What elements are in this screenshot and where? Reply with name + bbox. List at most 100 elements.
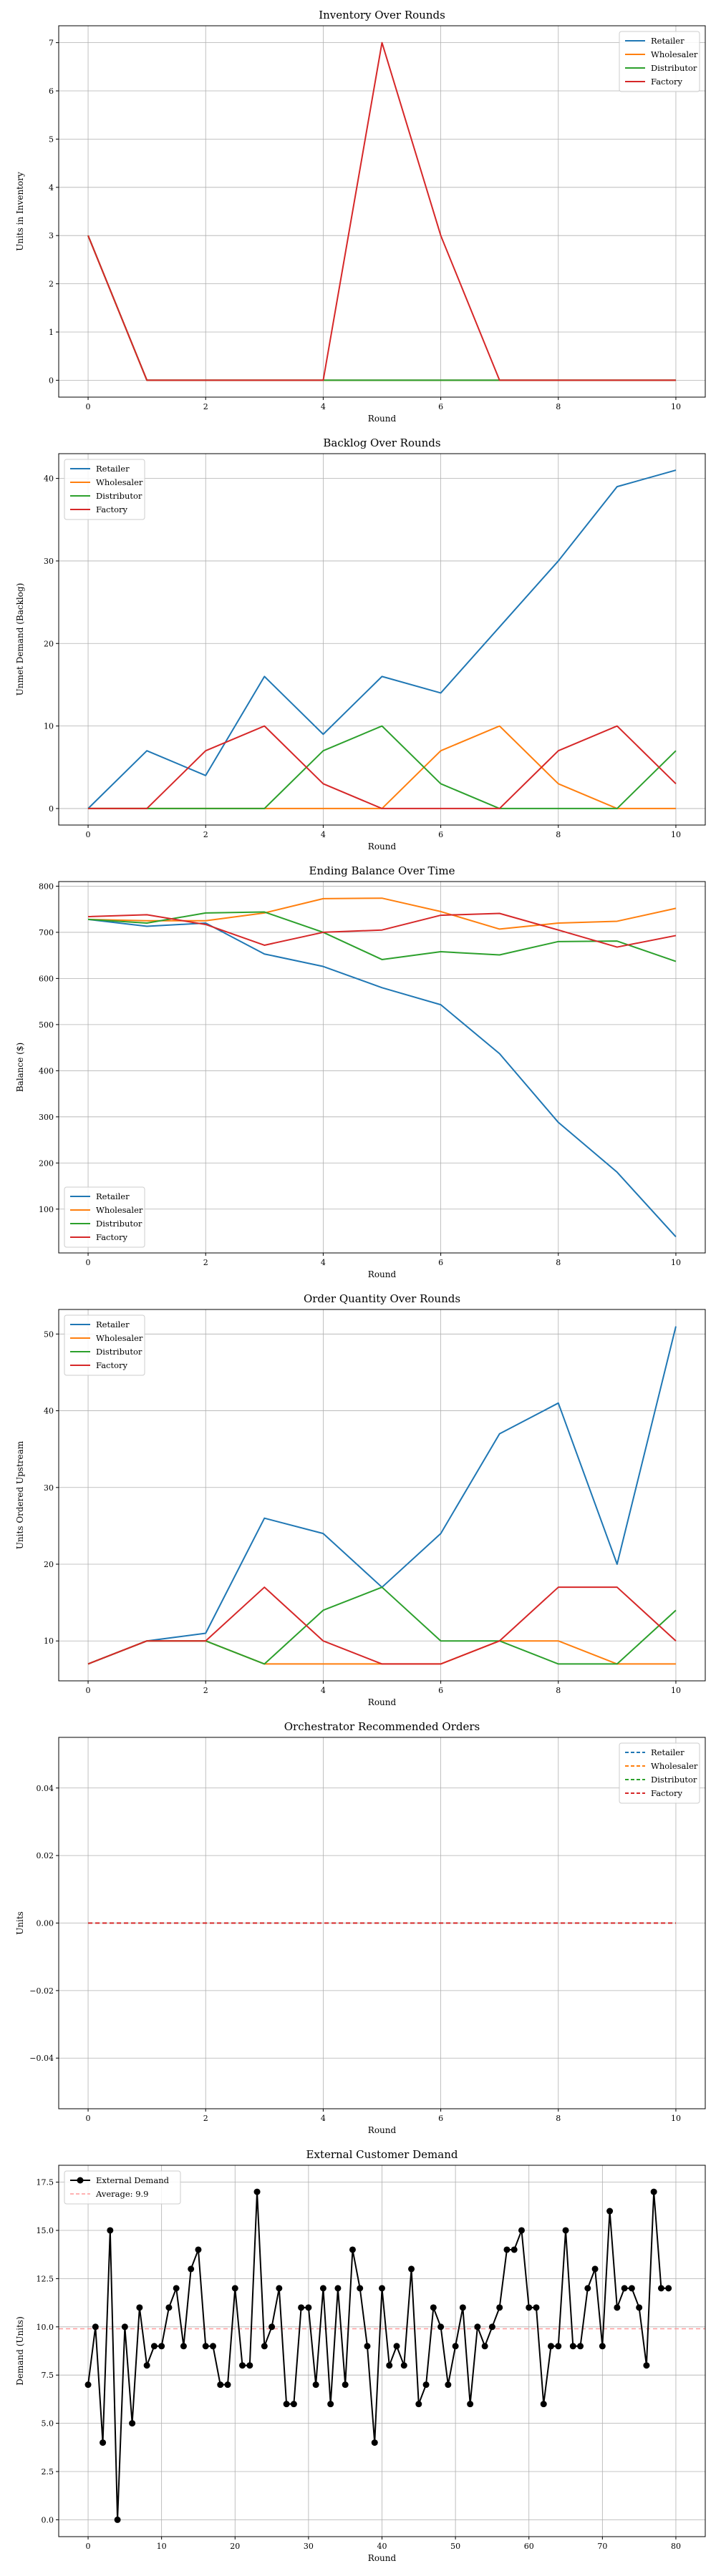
data-point xyxy=(606,2207,614,2215)
chart-5: 0 2 4 6 8 10 −0.04 −0.02 0.00 0.02 0.04 Orchestrato… xyxy=(15,1720,706,2135)
x-tick-label: 10 xyxy=(671,1258,681,1267)
x-tick-label: 4 xyxy=(321,1686,326,1695)
data-point xyxy=(268,2323,276,2331)
y-axis-label: Units in Inventory xyxy=(15,172,25,251)
y-tick-label: 500 xyxy=(39,1020,54,1030)
data-point xyxy=(217,2381,224,2389)
series-line-retailer xyxy=(87,469,677,809)
y-tick-label: −0.04 xyxy=(29,2054,54,2063)
data-point xyxy=(180,2343,187,2350)
y-tick-label: 5 xyxy=(49,135,54,144)
y-tick-label: 0.00 xyxy=(37,1919,54,1928)
x-tick-label: 6 xyxy=(438,830,443,839)
data-point xyxy=(136,2304,143,2311)
data-point xyxy=(511,2246,518,2253)
series-line-distributor xyxy=(87,911,677,962)
x-tick-label: 0 xyxy=(86,2114,91,2123)
chart-title: Order Quantity Over Rounds xyxy=(304,1292,460,1305)
chart-3: 0 2 4 6 8 10 100 200 300 400 500 600 700 800 Ending Ba… xyxy=(15,864,706,1279)
y-tick-label: 0 xyxy=(49,804,54,814)
y-tick-label: −0.02 xyxy=(29,1986,54,1996)
series-line-distributor xyxy=(87,235,676,381)
data-point xyxy=(422,2381,430,2389)
x-tick-label: 6 xyxy=(438,1686,443,1695)
data-point xyxy=(114,2516,121,2523)
x-tick-label: 70 xyxy=(597,2542,607,2551)
y-tick-label: 10 xyxy=(44,722,54,731)
series-line-external-demand xyxy=(87,2191,669,2521)
x-tick-label: 10 xyxy=(157,2542,167,2551)
data-point xyxy=(379,2285,385,2292)
series-line-factory xyxy=(87,42,676,381)
y-tick-label: 7.5 xyxy=(42,2371,54,2380)
data-point xyxy=(188,2265,195,2273)
legend-label: Distributor xyxy=(651,1775,697,1785)
legend-label: Wholesaler xyxy=(96,1205,143,1215)
legend-label: Retailer xyxy=(96,464,130,474)
legend-box xyxy=(64,1314,145,1376)
data-point xyxy=(657,2285,664,2292)
data-point xyxy=(621,2285,628,2292)
x-tick-label: 4 xyxy=(321,402,326,411)
data-point xyxy=(312,2381,319,2389)
data-point xyxy=(349,2246,356,2253)
y-tick-label: 3 xyxy=(49,231,54,240)
data-point xyxy=(246,2362,253,2369)
y-tick-label: 30 xyxy=(44,557,54,566)
plot-frame xyxy=(58,25,706,398)
data-point xyxy=(386,2362,393,2369)
y-tick-label: 800 xyxy=(39,882,54,891)
data-point xyxy=(459,2304,466,2311)
x-tick-label: 4 xyxy=(321,2114,326,2123)
data-point xyxy=(577,2343,584,2350)
y-axis-label: Units Ordered Upstream xyxy=(15,1440,25,1549)
data-point xyxy=(415,2401,422,2408)
series-line-retailer xyxy=(87,1326,677,1665)
x-axis-label: Round xyxy=(368,1697,397,1707)
data-point xyxy=(474,2323,481,2331)
x-tick-label: 60 xyxy=(524,2542,534,2551)
y-tick-label: 40 xyxy=(44,1407,54,1416)
chart-title: Backlog Over Rounds xyxy=(323,436,440,449)
y-axis-label: Demand (Units) xyxy=(15,2316,25,2386)
data-point xyxy=(467,2401,474,2408)
y-tick-label: 15.0 xyxy=(37,2226,54,2235)
chart-title: Ending Balance Over Time xyxy=(309,864,455,877)
data-point xyxy=(452,2343,459,2350)
y-tick-label: 300 xyxy=(39,1113,54,1122)
series-line-retailer xyxy=(87,918,677,1238)
data-point xyxy=(408,2265,415,2273)
legend-label: Retailer xyxy=(96,1191,130,1201)
data-point xyxy=(364,2343,371,2350)
legend-label: Distributor xyxy=(651,63,697,73)
legend-label: Wholesaler xyxy=(651,49,698,59)
data-point xyxy=(400,2362,407,2369)
y-tick-label: 4 xyxy=(49,183,54,192)
data-point xyxy=(548,2343,555,2350)
y-tick-label: 600 xyxy=(39,974,54,983)
legend-box xyxy=(64,1186,145,1248)
x-tick-label: 10 xyxy=(671,1686,681,1695)
x-tick-label: 2 xyxy=(203,402,208,411)
x-tick-label: 4 xyxy=(321,830,326,839)
data-point xyxy=(445,2381,452,2389)
data-point xyxy=(393,2343,400,2350)
legend-label: External Demand xyxy=(96,2175,170,2185)
data-point xyxy=(239,2362,246,2369)
legend-label: Retailer xyxy=(651,1747,684,1757)
chart-title: Inventory Over Rounds xyxy=(319,9,445,21)
y-tick-label: 40 xyxy=(44,474,54,484)
data-point xyxy=(591,2265,599,2273)
data-point xyxy=(665,2285,672,2292)
data-point xyxy=(357,2285,364,2292)
series-line-distributor xyxy=(88,725,677,809)
y-axis-label: Unmet Demand (Backlog) xyxy=(15,583,25,696)
data-point xyxy=(283,2401,290,2408)
y-tick-label: 20 xyxy=(44,1560,54,1569)
x-tick-label: 10 xyxy=(671,2114,681,2123)
legend: Retailer Wholesaler Distributor Factory xyxy=(619,31,700,92)
plot-frame xyxy=(58,881,706,1254)
x-tick-label: 10 xyxy=(671,830,681,839)
x-tick-label: 4 xyxy=(321,1258,326,1267)
y-tick-label: 400 xyxy=(39,1066,54,1075)
